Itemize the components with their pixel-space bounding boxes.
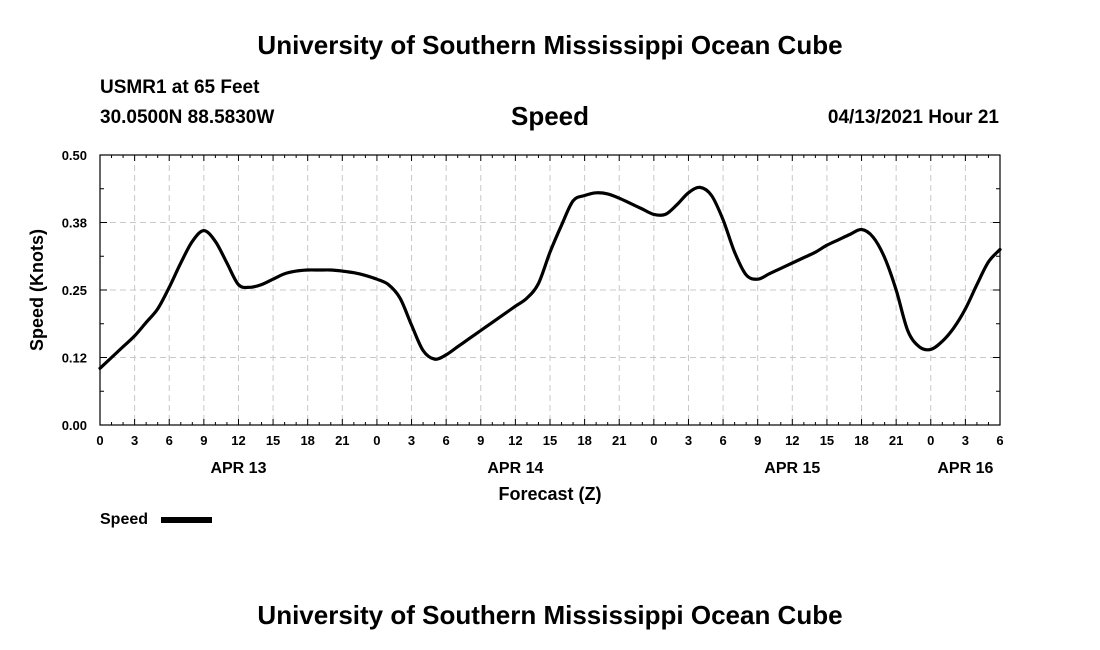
x-tick-label: 3 <box>131 433 138 448</box>
y-tick-label: 0.38 <box>62 216 87 231</box>
x-tick-label: 21 <box>889 433 903 448</box>
x-tick-label: 6 <box>166 433 173 448</box>
x-axis-title: Forecast (Z) <box>498 484 601 504</box>
x-tick-label: 6 <box>719 433 726 448</box>
x-tick-label: 12 <box>231 433 245 448</box>
x-tick-label: 0 <box>96 433 103 448</box>
x-tick-label: 3 <box>408 433 415 448</box>
axis-labels: 0 3 6 9 12 15 18 21 0 3 6 9 12 15 18 21 0 3 6 9 12 15 18 21 0 3 6 0… <box>62 148 1004 477</box>
x-tick-label: 18 <box>854 433 868 448</box>
datetime-label: 04/13/2021 Hour 21 <box>827 107 999 128</box>
y-tick-label: 0.12 <box>62 351 87 366</box>
x-tick-label: 0 <box>373 433 380 448</box>
x-tick-label: 21 <box>612 433 626 448</box>
x-tick-label: 15 <box>266 433 280 448</box>
station-label: USMR1 at 65 Feet <box>100 77 260 98</box>
day-label: APR 14 <box>487 460 543 477</box>
x-tick-label: 6 <box>996 433 1003 448</box>
x-tick-label: 15 <box>543 433 557 448</box>
chart-title: University of Southern Mississippi Ocean… <box>257 30 843 60</box>
grid-lines <box>100 155 1000 425</box>
coordinates-label: 30.0500N 88.5830W <box>100 107 275 128</box>
variable-title: Speed <box>510 101 590 131</box>
x-tick-label: 9 <box>477 433 484 448</box>
x-tick-label: 0 <box>927 433 934 448</box>
x-tick-label: 3 <box>962 433 969 448</box>
x-tick-label: 18 <box>577 433 591 448</box>
x-tick-label: 21 <box>335 433 349 448</box>
x-tick-label: 12 <box>508 433 522 448</box>
x-tick-label: 15 <box>820 433 834 448</box>
y-tick-label: 0.25 <box>62 283 87 298</box>
x-tick-label: 3 <box>685 433 692 448</box>
x-tick-label: 18 <box>300 433 314 448</box>
day-label: APR 16 <box>937 460 993 477</box>
y-axis-title: Speed (Knots) <box>27 229 47 351</box>
day-label: APR 13 <box>210 460 266 477</box>
y-tick-label: 0.00 <box>62 418 87 433</box>
x-tick-label: 9 <box>754 433 761 448</box>
plot-frame <box>99 154 1001 426</box>
y-tick-label: 0.50 <box>62 148 87 163</box>
speed-series-line <box>98 185 1002 370</box>
footer-title: University of Southern Mississippi Ocean… <box>257 600 843 630</box>
legend-label: Speed <box>100 511 148 528</box>
x-tick-label: 0 <box>650 433 657 448</box>
day-label: APR 15 <box>764 460 820 477</box>
x-tick-label: 12 <box>785 433 799 448</box>
x-tick-label: 6 <box>443 433 450 448</box>
x-tick-label: 9 <box>200 433 207 448</box>
